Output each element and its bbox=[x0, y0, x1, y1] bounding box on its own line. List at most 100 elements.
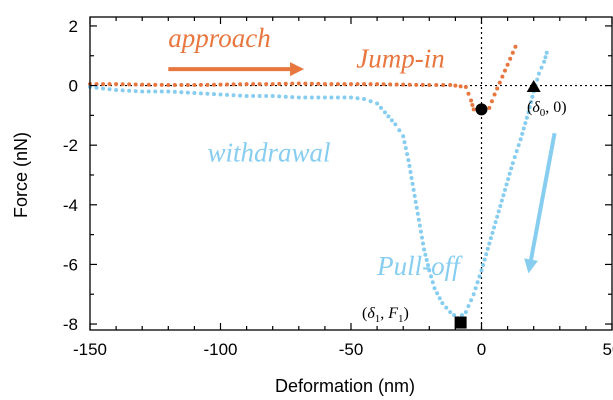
data-point bbox=[539, 65, 544, 70]
data-point bbox=[417, 223, 422, 228]
data-point bbox=[471, 107, 476, 112]
data-point bbox=[459, 313, 464, 318]
data-point bbox=[505, 62, 510, 67]
data-point bbox=[492, 225, 497, 230]
data-point bbox=[172, 89, 177, 94]
data-point bbox=[530, 94, 535, 99]
data-point bbox=[520, 131, 525, 136]
data-point bbox=[502, 187, 507, 192]
data-point bbox=[309, 95, 314, 100]
data-point bbox=[362, 82, 367, 87]
data-point bbox=[410, 181, 415, 186]
data-point bbox=[473, 286, 478, 291]
data-point bbox=[471, 292, 476, 297]
tick-labels: -150 -100 -50 0 50 2 0 -2 -4 -6 -8 bbox=[63, 17, 613, 359]
data-point bbox=[349, 82, 353, 87]
data-point bbox=[513, 44, 518, 49]
data-point bbox=[329, 95, 334, 100]
data-point bbox=[205, 91, 210, 96]
data-point bbox=[244, 93, 249, 98]
data-point bbox=[523, 121, 528, 126]
annotations: approach Jump-in withdrawal Pull-off (δ0… bbox=[168, 23, 566, 325]
arrow-head bbox=[524, 258, 538, 274]
data-point bbox=[277, 81, 282, 86]
data-point bbox=[198, 82, 203, 87]
withdrawal-arrow bbox=[524, 132, 557, 274]
data-point bbox=[322, 82, 327, 87]
arrow-head bbox=[290, 62, 305, 77]
data-point bbox=[403, 146, 408, 151]
zero-crossing-marker bbox=[526, 80, 541, 93]
data-point bbox=[501, 193, 506, 198]
data-point bbox=[270, 93, 275, 98]
data-point bbox=[362, 96, 367, 101]
data-point bbox=[441, 82, 446, 87]
data-point bbox=[504, 182, 509, 187]
data-point bbox=[542, 59, 547, 64]
data-point bbox=[452, 313, 457, 318]
data-point bbox=[429, 274, 434, 279]
data-point bbox=[482, 257, 487, 262]
annotation-delta1-f1-point: (δ1, F1) bbox=[362, 305, 409, 325]
data-point bbox=[394, 82, 399, 87]
data-point bbox=[211, 82, 216, 87]
data-point bbox=[484, 252, 489, 257]
data-point bbox=[479, 268, 484, 273]
data-point bbox=[423, 252, 428, 257]
data-point bbox=[448, 310, 453, 315]
data-point bbox=[427, 82, 432, 87]
data-point bbox=[499, 198, 504, 203]
direction-arrows bbox=[168, 62, 557, 274]
data-point bbox=[120, 88, 125, 93]
data-point bbox=[488, 236, 493, 241]
y-tick-label: -2 bbox=[63, 136, 78, 155]
data-point bbox=[388, 82, 393, 87]
data-point bbox=[458, 84, 463, 89]
data-point bbox=[290, 81, 295, 86]
axis-ticks bbox=[89, 17, 613, 330]
data-point bbox=[140, 89, 145, 94]
data-point bbox=[437, 296, 442, 301]
data-point bbox=[375, 82, 380, 87]
y-axis-label: Force (nN) bbox=[11, 132, 31, 218]
data-point bbox=[463, 85, 468, 90]
data-point bbox=[435, 291, 440, 296]
data-point bbox=[405, 152, 410, 157]
data-point bbox=[238, 93, 243, 98]
y-tick-label: -4 bbox=[63, 196, 78, 215]
data-point bbox=[355, 96, 360, 101]
data-point bbox=[489, 99, 494, 104]
data-point bbox=[518, 137, 523, 142]
data-point bbox=[225, 92, 230, 97]
data-point bbox=[107, 87, 112, 92]
data-point bbox=[159, 89, 164, 94]
data-point bbox=[516, 143, 521, 148]
data-point bbox=[496, 209, 501, 214]
data-point bbox=[453, 83, 458, 88]
data-point bbox=[185, 82, 190, 87]
data-point bbox=[114, 88, 119, 93]
data-point bbox=[179, 90, 184, 95]
data-point bbox=[466, 304, 471, 309]
data-point bbox=[264, 82, 269, 87]
data-point bbox=[198, 91, 203, 96]
data-point bbox=[469, 98, 474, 103]
data-point bbox=[368, 82, 373, 87]
data-point bbox=[487, 105, 492, 110]
data-point bbox=[412, 193, 417, 198]
annotation-approach: approach bbox=[168, 23, 270, 53]
data-point bbox=[393, 122, 398, 127]
data-point bbox=[407, 82, 412, 87]
data-point bbox=[329, 82, 334, 87]
data-point bbox=[477, 274, 482, 279]
data-point bbox=[524, 115, 529, 120]
data-point bbox=[407, 164, 412, 169]
data-point bbox=[415, 211, 420, 216]
data-point bbox=[413, 199, 418, 204]
data-point bbox=[225, 82, 230, 87]
data-point bbox=[101, 82, 106, 87]
data-point bbox=[487, 241, 492, 246]
data-point bbox=[420, 82, 425, 87]
data-point bbox=[231, 93, 236, 98]
